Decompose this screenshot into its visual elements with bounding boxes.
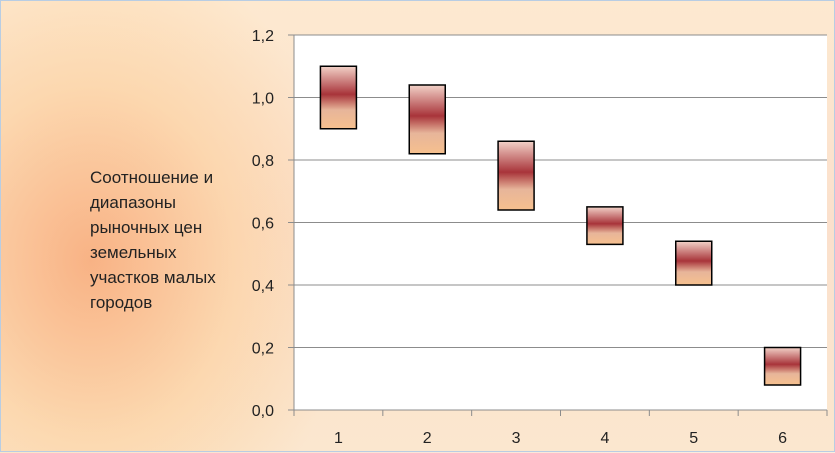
axes	[288, 34, 828, 416]
bars	[319, 65, 802, 386]
tick-labels: 0,0 0,2 0,4 0,6 0,8 1,0 1,2 1 2 3 4 5 6	[252, 28, 787, 447]
x-tick-label: 2	[423, 430, 432, 447]
y-axis-label: Соотношение и диапазоны рыночных цен зем…	[90, 168, 216, 312]
x-tick-label: 6	[778, 430, 787, 447]
y-tick-label: 0,2	[252, 341, 274, 358]
bar-5	[675, 240, 713, 286]
bar-4	[586, 206, 624, 246]
y-tick-label: 0,6	[252, 216, 274, 233]
gridlines	[294, 34, 827, 348]
bar-1	[319, 65, 358, 130]
x-tick-label: 4	[600, 430, 609, 447]
bar-6	[763, 346, 802, 386]
y-tick-label: 0,8	[252, 153, 274, 170]
x-tick-label: 3	[512, 430, 521, 447]
y-tick-label: 1,2	[252, 28, 274, 45]
x-tick-label: 1	[334, 430, 343, 447]
y-tick-label: 0,4	[252, 278, 274, 295]
y-tick-label: 1,0	[252, 91, 274, 108]
bar-2	[408, 84, 446, 155]
x-tick-label: 5	[689, 430, 698, 447]
bar-3	[497, 140, 535, 211]
y-tick-label: 0,0	[252, 403, 274, 420]
